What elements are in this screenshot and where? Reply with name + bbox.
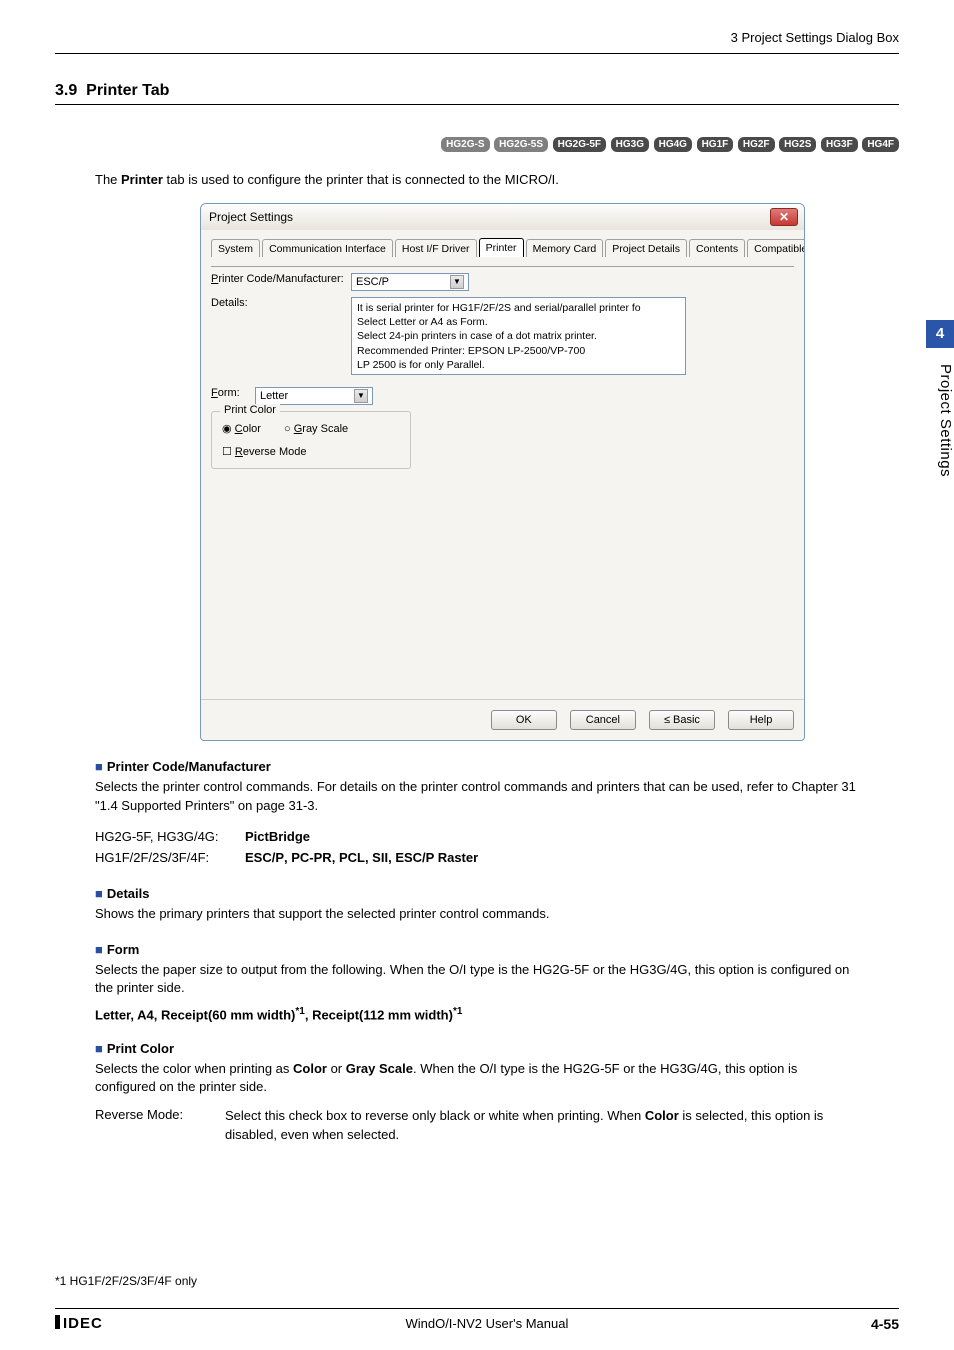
item-title: Print Color (107, 1041, 174, 1056)
basic-button[interactable]: ≤ Basic (649, 710, 715, 730)
badge-hg2g-s: HG2G-S (441, 137, 489, 152)
intro-bold: Printer (121, 172, 163, 187)
tab-system[interactable]: System (211, 239, 260, 257)
section-heading: 3.9 Printer Tab (55, 82, 899, 100)
reverse-mode-row: Reverse Mode: Select this check box to r… (95, 1107, 859, 1145)
section-number: 3.9 (55, 82, 77, 99)
table-cell: PictBridge (245, 829, 310, 844)
chapter-tab-label: Project Settings (926, 358, 954, 477)
idec-logo: IDEC (55, 1315, 103, 1332)
table-cell: ESC/P, PC-PR, PCL, SII, ESC/P Raster (245, 850, 478, 865)
dialog-footer: OK Cancel ≤ Basic Help (201, 699, 804, 740)
item-title: Details (107, 886, 150, 901)
item-body: Shows the primary printers that support … (95, 905, 859, 924)
printer-code-value: ESC/P (356, 276, 389, 288)
badge-hg2f: HG2F (738, 137, 775, 152)
item-body: Selects the printer control commands. Fo… (95, 778, 859, 816)
close-button[interactable]: ✕ (770, 208, 798, 226)
help-button[interactable]: Help (728, 710, 794, 730)
grayscale-radio[interactable]: ○ Gray Scale (284, 423, 348, 435)
reverse-mode-desc: Select this check box to reverse only bl… (225, 1107, 859, 1145)
tab-contents[interactable]: Contents (689, 239, 745, 257)
model-badge-row: HG2G-S HG2G-5S HG2G-5F HG3G HG4G HG1F HG… (55, 135, 899, 152)
form-value: Letter (260, 390, 288, 402)
form-options-list: Letter, A4, Receipt(60 mm width)*1, Rece… (95, 1006, 859, 1022)
badge-hg3g: HG3G (611, 137, 649, 152)
footer-center: WindO/I-NV2 User's Manual (405, 1316, 568, 1331)
table-row: HG1F/2F/2S/3F/4F:ESC/P, PC-PR, PCL, SII,… (95, 847, 859, 868)
tab-underline (211, 266, 794, 267)
print-color-group: Print Color ◉ Color ○ Gray Scale ☐ Rever… (211, 411, 411, 469)
bullet-icon: ■ (95, 1041, 103, 1056)
tab-printer[interactable]: Printer (479, 238, 524, 257)
project-settings-dialog: Project Settings ✕ System Communication … (200, 203, 805, 741)
printer-code-select[interactable]: ESC/P ▼ (351, 273, 469, 291)
bullet-icon: ■ (95, 759, 103, 774)
table-cell: HG1F/2F/2S/3F/4F: (95, 850, 245, 865)
reverse-mode-label: Reverse Mode: (95, 1107, 225, 1145)
chapter-tab-number: 4 (926, 320, 954, 348)
print-color-legend: Print Color (220, 404, 280, 416)
section-rule (55, 104, 899, 105)
item-printer-code: ■ Printer Code/Manufacturer Selects the p… (95, 759, 859, 868)
table-row: HG2G-5F, HG3G/4G:PictBridge (95, 826, 859, 847)
badge-hg4f: HG4F (862, 137, 899, 152)
reverse-mode-checkbox[interactable]: ☐ Reverse Mode (222, 446, 306, 458)
color-radio[interactable]: ◉ Color (222, 423, 261, 435)
form-select[interactable]: Letter ▼ (255, 387, 373, 405)
dropdown-arrow-icon: ▼ (450, 275, 464, 289)
badge-hg1f: HG1F (697, 137, 734, 152)
item-print-color: ■ Print Color Selects the color when prin… (95, 1041, 859, 1145)
dropdown-arrow-icon: ▼ (354, 389, 368, 403)
item-title: Form (107, 942, 140, 957)
item-form: ■ Form Selects the paper size to output f… (95, 942, 859, 1023)
table-cell: HG2G-5F, HG3G/4G: (95, 829, 245, 844)
tab-memory-card[interactable]: Memory Card (526, 239, 604, 257)
item-title: Printer Code/Manufacturer (107, 759, 271, 774)
printer-code-table: HG2G-5F, HG3G/4G:PictBridge HG1F/2F/2S/3… (95, 826, 859, 868)
tab-project-details[interactable]: Project Details (605, 239, 687, 257)
badge-hg4g: HG4G (654, 137, 692, 152)
badge-hg2g-5f: HG2G-5F (553, 137, 606, 152)
bullet-icon: ■ (95, 942, 103, 957)
item-body: Selects the color when printing as Color… (95, 1060, 859, 1098)
footnote: *1 HG1F/2F/2S/3F/4F only (55, 1274, 197, 1288)
printer-code-label: Printer Code/Manufacturer: (211, 273, 351, 285)
details-textbox: It is serial printer for HG1F/2F/2S and … (351, 297, 686, 375)
item-body: Selects the paper size to output from th… (95, 961, 859, 999)
intro-pre: The (95, 172, 121, 187)
dialog-tabstrip: System Communication Interface Host I/F … (211, 238, 794, 257)
dialog-title: Project Settings (209, 210, 293, 224)
form-label: Form: (211, 387, 255, 399)
tab-compatible[interactable]: Compatible (747, 239, 805, 257)
badge-hg2s: HG2S (779, 137, 816, 152)
intro-post: tab is used to configure the printer tha… (163, 172, 559, 187)
page-number: 4-55 (871, 1316, 899, 1332)
cancel-button[interactable]: Cancel (570, 710, 636, 730)
badge-hg2g-5s: HG2G-5S (494, 137, 548, 152)
tab-communication-interface[interactable]: Communication Interface (262, 239, 393, 257)
dialog-titlebar: Project Settings ✕ (201, 204, 804, 230)
intro-text: The Printer tab is used to configure the… (95, 172, 899, 187)
header-rule (55, 53, 899, 54)
breadcrumb: 3 Project Settings Dialog Box (55, 30, 899, 45)
tab-host-if-driver[interactable]: Host I/F Driver (395, 239, 477, 257)
bullet-icon: ■ (95, 886, 103, 901)
item-details: ■ Details Shows the primary printers that… (95, 886, 859, 924)
badge-hg3f: HG3F (821, 137, 858, 152)
details-label: Details: (211, 297, 351, 309)
ok-button[interactable]: OK (491, 710, 557, 730)
dialog-spacer (211, 469, 794, 689)
section-title-text: Printer Tab (86, 82, 169, 99)
page-footer: IDEC WindO/I-NV2 User's Manual 4-55 (55, 1308, 899, 1332)
